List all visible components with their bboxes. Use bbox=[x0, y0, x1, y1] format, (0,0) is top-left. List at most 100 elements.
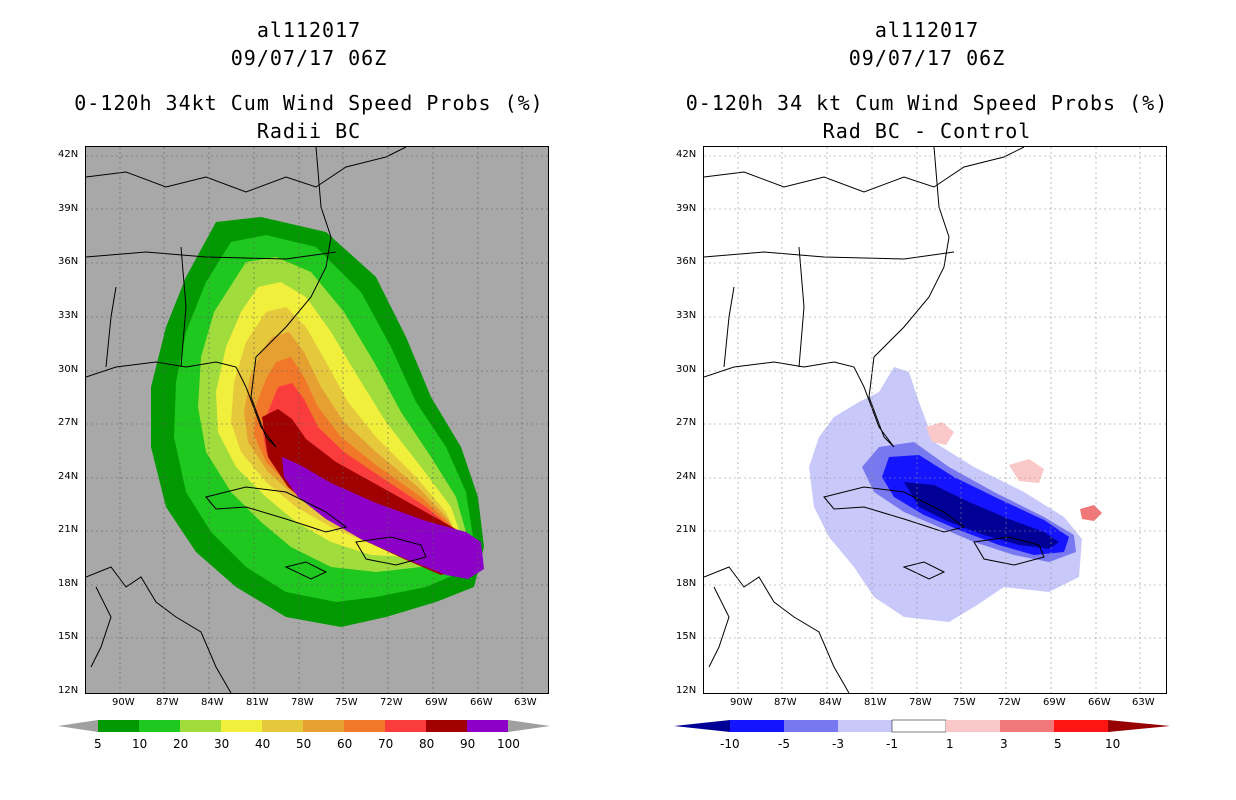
lat-label: 18N bbox=[676, 578, 697, 589]
colorbar-bin bbox=[262, 720, 303, 732]
colorbar-label: 10 bbox=[132, 737, 148, 751]
colorbar-label: 3 bbox=[1000, 737, 1008, 751]
lat-label: 12N bbox=[676, 685, 697, 696]
colorbar-bin bbox=[303, 720, 344, 732]
chart-title: 0-120h 34kt Cum Wind Speed Probs (%) bbox=[74, 91, 544, 115]
difference-map bbox=[703, 146, 1167, 694]
lat-label: 24N bbox=[676, 471, 697, 482]
colorbar-label: 90 bbox=[460, 737, 476, 751]
colorbar-label: -3 bbox=[832, 737, 844, 751]
colorbar-label: 20 bbox=[173, 737, 189, 751]
lon-label: 75W bbox=[335, 697, 358, 708]
colorbar-label: 40 bbox=[255, 737, 271, 751]
contour-plus3 bbox=[1080, 505, 1102, 521]
contour-90 bbox=[282, 457, 484, 579]
colorbar-bin bbox=[891, 719, 947, 733]
lon-label: 72W bbox=[998, 697, 1021, 708]
colorbar-label: -10 bbox=[720, 737, 740, 751]
lat-label: 42N bbox=[676, 149, 697, 160]
contour-plus1-east bbox=[1009, 459, 1044, 483]
lat-label: 30N bbox=[58, 364, 79, 375]
colorbar-label: 50 bbox=[296, 737, 312, 751]
gridlines bbox=[704, 147, 1166, 693]
lat-label: 27N bbox=[58, 417, 79, 428]
lon-label: 78W bbox=[291, 697, 314, 708]
lon-label: 87W bbox=[156, 697, 179, 708]
chart-subtitle: Rad BC - Control bbox=[822, 119, 1032, 143]
colorbar-arrow-high bbox=[508, 720, 550, 732]
colorbar-bin bbox=[180, 720, 221, 732]
probability-map bbox=[85, 146, 549, 694]
lat-label: 12N bbox=[58, 685, 79, 696]
gridlines bbox=[86, 147, 548, 693]
lon-label: 84W bbox=[819, 697, 842, 708]
lat-label: 39N bbox=[676, 203, 697, 214]
storm-id: al112017 bbox=[256, 18, 362, 42]
lat-label: 36N bbox=[58, 256, 79, 267]
colorbar-label: 80 bbox=[419, 737, 435, 751]
colorbar-bin bbox=[946, 720, 1000, 732]
colorbar-bin bbox=[467, 720, 508, 732]
lat-label: 36N bbox=[676, 256, 697, 267]
colorbar-bin bbox=[730, 720, 784, 732]
colorbar-arrow-low bbox=[674, 720, 730, 732]
colorbar-bin bbox=[1000, 720, 1054, 732]
lon-label: 72W bbox=[380, 697, 403, 708]
chart-subtitle: Radii BC bbox=[256, 119, 362, 143]
map-svg bbox=[86, 147, 548, 693]
lat-label: 24N bbox=[58, 471, 79, 482]
colorbar bbox=[674, 719, 1170, 733]
lon-label: 63W bbox=[514, 697, 537, 708]
colorbar-label: 5 bbox=[1054, 737, 1062, 751]
colorbar-bin bbox=[838, 720, 892, 732]
colorbar-bin bbox=[139, 720, 180, 732]
colorbar-bin bbox=[221, 720, 262, 732]
coastlines bbox=[86, 147, 427, 693]
chart-title: 0-120h 34 kt Cum Wind Speed Probs (%) bbox=[685, 91, 1169, 115]
lon-label: 66W bbox=[470, 697, 493, 708]
lon-label: 63W bbox=[1132, 697, 1155, 708]
colorbar-label: 30 bbox=[214, 737, 230, 751]
lon-label: 69W bbox=[1043, 697, 1066, 708]
colorbar-label: 70 bbox=[378, 737, 394, 751]
colorbar-label: 60 bbox=[337, 737, 353, 751]
lon-label: 84W bbox=[201, 697, 224, 708]
lon-label: 66W bbox=[1088, 697, 1111, 708]
colorbar-bin bbox=[784, 720, 838, 732]
colorbar bbox=[58, 720, 550, 732]
colorbar-label: -1 bbox=[886, 737, 898, 751]
lat-label: 42N bbox=[58, 149, 79, 160]
colorbar-bin bbox=[385, 720, 426, 732]
colorbar-label: 100 bbox=[497, 737, 520, 751]
datetime: 09/07/17 06Z bbox=[230, 46, 388, 70]
colorbar-bin bbox=[98, 720, 139, 732]
colorbar-label: 5 bbox=[94, 737, 102, 751]
lon-label: 81W bbox=[246, 697, 269, 708]
coastlines bbox=[704, 147, 1045, 693]
lat-label: 18N bbox=[58, 578, 79, 589]
colorbar-label: 10 bbox=[1105, 737, 1121, 751]
datetime: 09/07/17 06Z bbox=[848, 46, 1006, 70]
map-svg bbox=[704, 147, 1166, 693]
colorbar-bin bbox=[1054, 720, 1108, 732]
lat-label: 15N bbox=[676, 631, 697, 642]
colorbar-label: -5 bbox=[778, 737, 790, 751]
lat-label: 27N bbox=[676, 417, 697, 428]
lon-label: 81W bbox=[864, 697, 887, 708]
lon-label: 87W bbox=[774, 697, 797, 708]
lat-label: 33N bbox=[58, 310, 79, 321]
lon-label: 75W bbox=[953, 697, 976, 708]
lat-label: 21N bbox=[58, 524, 79, 535]
lat-label: 15N bbox=[58, 631, 79, 642]
right-panel: al112017 09/07/17 06Z 0-120h 34 kt Cum W… bbox=[618, 0, 1236, 800]
lon-label: 90W bbox=[112, 697, 135, 708]
contour-minus10 bbox=[904, 482, 1059, 549]
colorbar-arrow-low bbox=[58, 720, 98, 732]
lat-label: 30N bbox=[676, 364, 697, 375]
colorbar-label: 1 bbox=[946, 737, 954, 751]
colorbar-bin bbox=[426, 720, 467, 732]
storm-id: al112017 bbox=[874, 18, 980, 42]
lon-label: 69W bbox=[425, 697, 448, 708]
lat-label: 33N bbox=[676, 310, 697, 321]
lon-label: 78W bbox=[909, 697, 932, 708]
